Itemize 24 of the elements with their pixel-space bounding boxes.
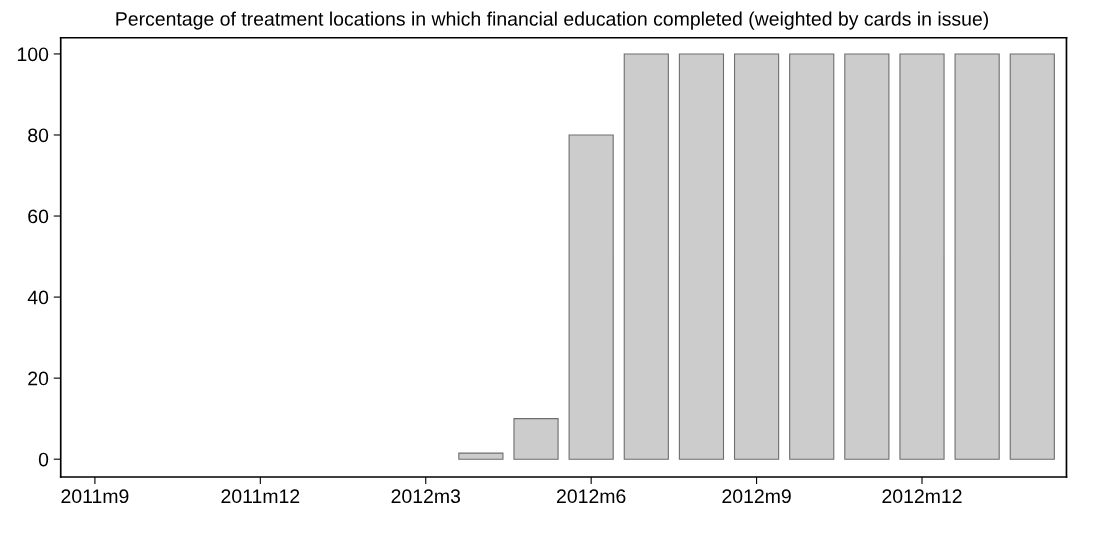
y-tick-label: 40 <box>27 290 49 305</box>
x-tick-label: 2012m6 <box>557 489 626 504</box>
x-tick-label: 2012m3 <box>391 489 461 504</box>
y-tick-label: 0 <box>38 452 49 467</box>
y-tick-label: 60 <box>28 209 49 224</box>
bar <box>789 53 835 460</box>
y-tick-label: 100 <box>17 47 49 62</box>
x-tick-label: 2012m12 <box>882 489 962 504</box>
x-tick-label: 2011m9 <box>61 489 129 504</box>
bar <box>1009 53 1055 460</box>
bar <box>678 53 725 460</box>
bar <box>899 53 945 460</box>
bar <box>733 53 780 460</box>
bar <box>844 53 890 460</box>
bar <box>623 53 669 460</box>
bar <box>458 452 504 460</box>
x-tick-label: 2011m12 <box>221 489 300 504</box>
x-tick-label: 2012m9 <box>722 489 791 504</box>
bar <box>954 53 1000 460</box>
chart-title: Percentage of treatment locations in which financial education completed (weighted by cards in issue) <box>116 11 989 30</box>
y-tick-label: 80 <box>28 128 49 143</box>
bar <box>513 418 559 460</box>
y-tick-label: 20 <box>28 371 49 386</box>
bar <box>568 134 614 460</box>
